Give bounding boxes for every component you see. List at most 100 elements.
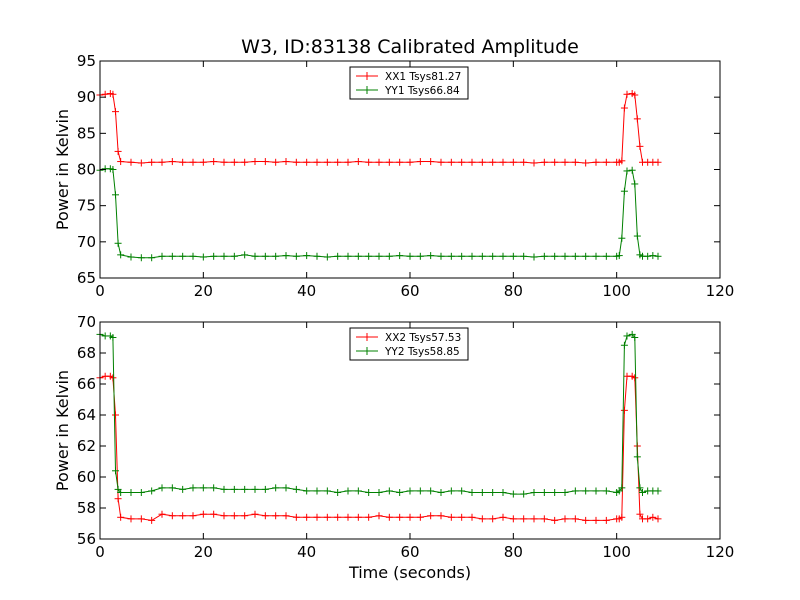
bottom-series-2-point	[489, 489, 497, 496]
bottom-series-1-point	[582, 516, 590, 524]
top-series-1-point	[303, 158, 311, 166]
top-series-2-point	[551, 252, 559, 260]
bottom-y-tick-label: 62	[77, 437, 96, 455]
top-y-tick-label: 75	[77, 197, 96, 215]
top-y-tick-label: 85	[77, 124, 96, 142]
bottom-series-2-point	[499, 489, 507, 496]
top-series-2-point	[189, 252, 197, 260]
bottom-series-1-point	[540, 515, 548, 523]
top-series-2-point	[109, 166, 117, 173]
top-series-2-point	[458, 252, 466, 260]
bottom-series-2-point	[582, 487, 590, 495]
bottom-series-1-point	[137, 515, 145, 523]
bottom-series-1-point	[179, 512, 187, 520]
bottom-y-tick-label: 64	[77, 406, 96, 424]
bottom-series-2-point	[137, 489, 145, 496]
bottom-series-1-point	[551, 516, 559, 524]
bottom-series-2-point	[636, 484, 644, 492]
bottom-series-1-point	[437, 512, 445, 520]
top-series-1-point	[354, 158, 362, 166]
top-series-2-point	[385, 252, 393, 260]
top-series-1-point	[478, 158, 486, 166]
top-y-tick-label: 90	[77, 88, 96, 106]
top-series-2-point	[489, 252, 497, 260]
top-series-1-point	[551, 158, 559, 166]
top-series-1-point	[365, 158, 373, 166]
top-series-2-point	[365, 252, 373, 260]
top-series-1-point	[633, 115, 641, 123]
bottom-x-tick-label: 120	[706, 543, 735, 561]
top-series-1-point	[540, 158, 548, 166]
bottom-series-1-point	[620, 406, 628, 414]
bottom-x-tick-label: 60	[400, 543, 419, 561]
top-series-1-point	[251, 158, 259, 166]
bottom-series-layer	[96, 330, 662, 524]
bottom-series-1-point	[520, 515, 528, 523]
bottom-series-2-point	[509, 490, 517, 498]
bottom-series-1-point	[468, 513, 476, 521]
bottom-series-1-point	[114, 495, 122, 503]
bottom-series-2-point	[323, 487, 331, 495]
top-series-1-point	[344, 158, 352, 166]
top-series-2-point	[272, 252, 280, 260]
top-series-2-point	[618, 234, 626, 242]
top-series-1-point	[179, 158, 187, 166]
top-series-2-point	[137, 254, 145, 262]
top-series-1-point	[109, 90, 117, 98]
top-series-1-point	[112, 108, 119, 116]
bottom-series-2-point	[551, 489, 559, 496]
bottom-y-tick-label: 68	[77, 344, 96, 362]
bottom-x-tick-label: 40	[297, 543, 316, 561]
bottom-series-2-point	[561, 489, 569, 496]
bottom-series-2-point	[447, 487, 455, 495]
bottom-series-1-point	[649, 513, 657, 521]
bottom-series-2-point	[282, 484, 290, 492]
bottom-series-1-point	[117, 513, 125, 521]
top-series-2-point	[571, 252, 579, 260]
bottom-series-1-point	[458, 513, 466, 521]
bottom-series-2-point	[396, 489, 404, 496]
bottom-legend-entry: XX2 Tsys57.53	[356, 332, 461, 344]
bottom-series-1-point	[385, 513, 393, 521]
bottom-series-2-point	[158, 484, 166, 492]
bottom-series-2-point	[416, 487, 424, 495]
bottom-series-2-point	[127, 489, 135, 496]
top-series-1-point	[416, 158, 424, 166]
bottom-series-2-point	[272, 484, 280, 492]
top-series-2-point	[313, 252, 321, 260]
bottom-plot-frame	[99, 321, 721, 540]
bottom-series-1-point	[272, 512, 280, 520]
bottom-series-1-point	[189, 512, 197, 520]
top-series-1-point	[582, 159, 590, 167]
bottom-series-1-point	[489, 515, 497, 523]
top-series-2-point	[654, 252, 662, 260]
bottom-series-1-point	[334, 513, 342, 521]
bottom-x-tick-label: 100	[602, 543, 631, 561]
top-x-tick-label: 0	[95, 282, 105, 300]
bottom-series-1-point	[365, 513, 373, 521]
bottom-series-2-point	[303, 487, 311, 495]
top-series-2-point	[509, 252, 517, 260]
top-series-2-point	[127, 253, 135, 261]
bottom-series-1-point	[354, 513, 362, 521]
top-series-1-point	[636, 142, 644, 150]
bottom-series-2-point	[571, 487, 579, 495]
bottom-series-1-point	[447, 513, 455, 521]
top-series-1-point	[272, 158, 280, 166]
top-series-2-point	[628, 166, 636, 174]
top-legend-label: XX1 Tsys81.27	[385, 71, 461, 83]
top-series-1-point	[623, 90, 631, 98]
bottom-series-2-point	[458, 487, 466, 495]
bottom-y-axis-label: Power in Kelvin	[53, 370, 72, 491]
bottom-series-1-point	[592, 516, 600, 524]
bottom-series-1-point	[210, 510, 218, 518]
top-series-layer	[96, 90, 662, 262]
top-series-1-point	[620, 104, 628, 112]
top-series-1-point	[509, 158, 517, 166]
bottom-series-1-point	[230, 512, 238, 520]
top-series-2-point	[396, 252, 404, 260]
bottom-series-1-point	[530, 515, 538, 523]
top-series-2-point	[292, 252, 300, 260]
top-series-2-point	[561, 252, 569, 260]
top-series-2-point	[631, 180, 639, 188]
